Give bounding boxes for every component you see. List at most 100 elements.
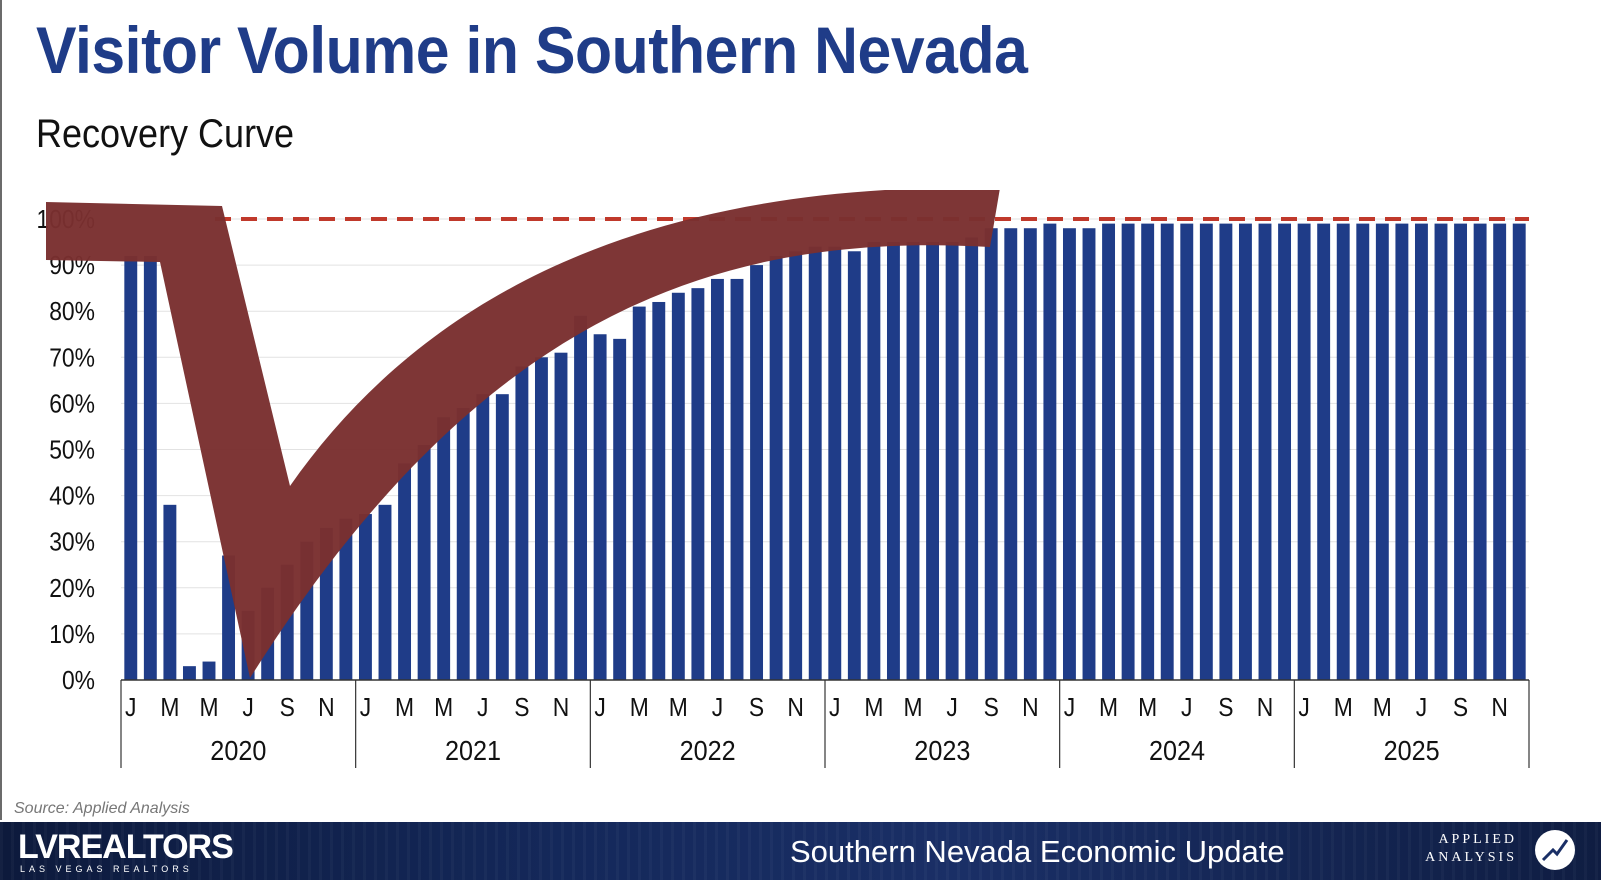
lvrealtors-logo: LVREALTORS <box>18 828 234 866</box>
left-border <box>0 0 2 820</box>
bar <box>613 338 627 680</box>
y-axis-labels: 0%10%20%30%40%50%60%70%80%90%100% <box>37 206 95 696</box>
bar <box>691 288 705 680</box>
bar <box>476 394 490 680</box>
month-label: S <box>984 694 999 723</box>
bar <box>886 242 900 681</box>
month-label: J <box>946 694 957 723</box>
bar <box>632 306 646 680</box>
bar <box>1082 228 1096 680</box>
bar <box>1238 223 1252 681</box>
bar <box>1023 228 1037 680</box>
bar <box>1102 223 1116 681</box>
bar <box>828 246 842 680</box>
bar <box>926 242 940 681</box>
year-label: 2020 <box>210 735 266 767</box>
bar <box>1219 223 1233 681</box>
x-axis: J M M J S N J M M J S N J M M J S N J M M J S N J M M J S N J M M J S N2020… <box>120 679 1530 768</box>
month-label: S <box>1453 694 1468 723</box>
y-tick-label: 10% <box>49 621 95 650</box>
bar <box>867 242 881 681</box>
month-label: M <box>903 694 922 723</box>
bar <box>750 265 764 680</box>
bar <box>163 504 177 680</box>
bar <box>965 237 979 680</box>
month-label: M <box>630 694 649 723</box>
bar <box>1180 223 1194 681</box>
month-label: J <box>712 694 723 723</box>
bar-chart: 0%10%20%30%40%50%60%70%80%90%100% JMMJSN… <box>37 190 1530 768</box>
month-label: M <box>864 694 883 723</box>
bar <box>574 315 588 680</box>
bar <box>1258 223 1272 681</box>
bar <box>984 228 998 680</box>
bar <box>593 334 607 680</box>
month-label: J <box>1298 694 1309 723</box>
month-label: N <box>1257 694 1274 723</box>
chart-title: Visitor Volume in Southern Nevada <box>36 13 1028 87</box>
bar <box>1336 223 1350 681</box>
month-label: N <box>1491 694 1508 723</box>
bar <box>1043 223 1057 681</box>
bar <box>769 255 783 680</box>
bar <box>495 394 509 680</box>
bar <box>1317 223 1331 681</box>
y-tick-label: 50% <box>49 436 95 465</box>
year-label: 2022 <box>680 735 736 767</box>
bar <box>652 301 666 680</box>
applied-analysis-logo-line1: APPLIED <box>1438 832 1517 847</box>
bar <box>1434 223 1448 681</box>
bar <box>789 251 803 680</box>
month-label: J <box>477 694 488 723</box>
bar <box>1160 223 1174 681</box>
month-label: N <box>1022 694 1039 723</box>
month-label: J <box>125 694 136 723</box>
bar <box>1473 223 1487 681</box>
bar <box>456 408 470 680</box>
bar <box>437 417 451 680</box>
month-label: S <box>514 694 529 723</box>
month-label: J <box>829 694 840 723</box>
applied-analysis-logo-icon <box>1535 830 1575 870</box>
applied-analysis-logo-line2: ANALYSIS <box>1425 850 1517 865</box>
bar <box>1199 223 1213 681</box>
month-label: M <box>1099 694 1118 723</box>
month-label: N <box>787 694 804 723</box>
y-tick-label: 60% <box>49 390 95 419</box>
bar <box>1121 223 1135 681</box>
month-label: M <box>199 694 218 723</box>
month-label: M <box>669 694 688 723</box>
y-tick-label: 20% <box>49 575 95 604</box>
bar <box>554 352 568 680</box>
bar <box>1414 223 1428 681</box>
month-label: M <box>1138 694 1157 723</box>
bar <box>1493 223 1507 681</box>
month-label: M <box>160 694 179 723</box>
bar <box>398 463 412 680</box>
bar <box>378 504 392 680</box>
bar <box>945 242 959 681</box>
year-label: 2025 <box>1384 735 1440 767</box>
bar <box>671 292 685 680</box>
year-label: 2024 <box>1149 735 1205 767</box>
month-label: M <box>1373 694 1392 723</box>
month-label: S <box>749 694 764 723</box>
bar <box>1512 223 1526 681</box>
bar <box>417 444 431 680</box>
bar <box>1297 223 1311 681</box>
bar <box>1004 228 1018 680</box>
month-label: J <box>1416 694 1427 723</box>
bar <box>710 278 724 680</box>
bar <box>1395 223 1409 681</box>
y-tick-label: 70% <box>49 344 95 373</box>
month-label: M <box>1334 694 1353 723</box>
recovery-v-curve <box>46 190 1000 678</box>
bar <box>202 661 216 680</box>
y-tick-label: 0% <box>62 667 95 696</box>
bar <box>1278 223 1292 681</box>
bar <box>808 246 822 680</box>
bar <box>143 255 157 680</box>
y-tick-label: 30% <box>49 528 95 557</box>
month-label: M <box>395 694 414 723</box>
bar <box>906 242 920 681</box>
